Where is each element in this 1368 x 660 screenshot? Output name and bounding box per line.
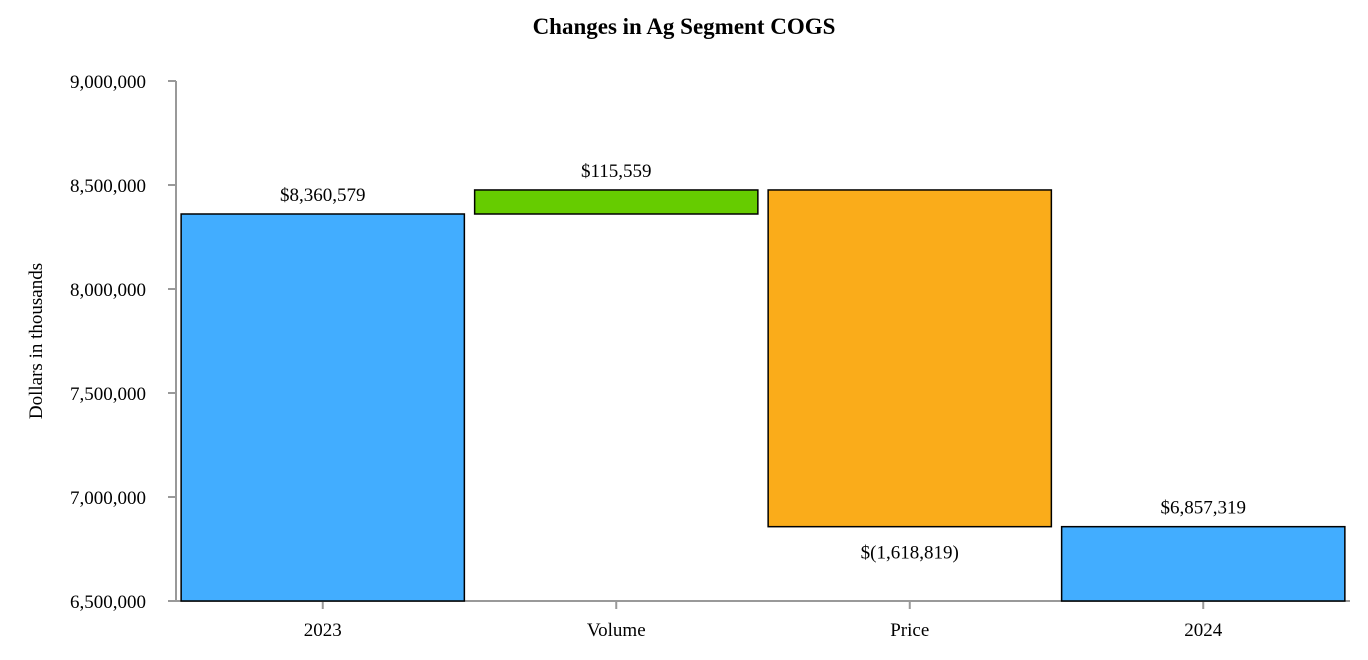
bar-2023 [180, 213, 466, 602]
bars [180, 189, 1346, 602]
x-axis: 2023 Volume Price 2024 [176, 600, 1350, 641]
chart-title: Changes in Ag Segment COGS [532, 14, 836, 39]
x-tick-label: 2024 [1184, 620, 1223, 641]
x-tick-label: Volume [587, 620, 646, 641]
y-axis-title: Dollars in thousands [26, 263, 47, 419]
bar-price [767, 189, 1053, 528]
data-label-volume: $115,559 [581, 161, 652, 182]
x-tick-label: 2023 [304, 620, 342, 641]
data-label-2024: $6,857,319 [1161, 498, 1247, 519]
x-tick-label: Price [890, 620, 929, 641]
y-tick-label: 8,000,000 [70, 280, 146, 301]
y-tick-label: 9,000,000 [70, 72, 146, 93]
bar-2024 [1060, 525, 1346, 602]
data-labels: $8,360,579 $115,559 $(1,618,819) $6,857,319 [280, 161, 1246, 564]
y-tick-label: 7,500,000 [70, 384, 146, 405]
bar-volume [473, 189, 759, 215]
y-axis: 6,500,000 7,000,000 7,500,000 8,000,000 8,50… [70, 72, 177, 613]
y-tick-label: 7,000,000 [70, 488, 146, 509]
y-tick-label: 8,500,000 [70, 176, 146, 197]
data-label-2023: $8,360,579 [280, 185, 366, 206]
y-tick-label: 6,500,000 [70, 592, 146, 613]
data-label-price: $(1,618,819) [861, 543, 959, 564]
